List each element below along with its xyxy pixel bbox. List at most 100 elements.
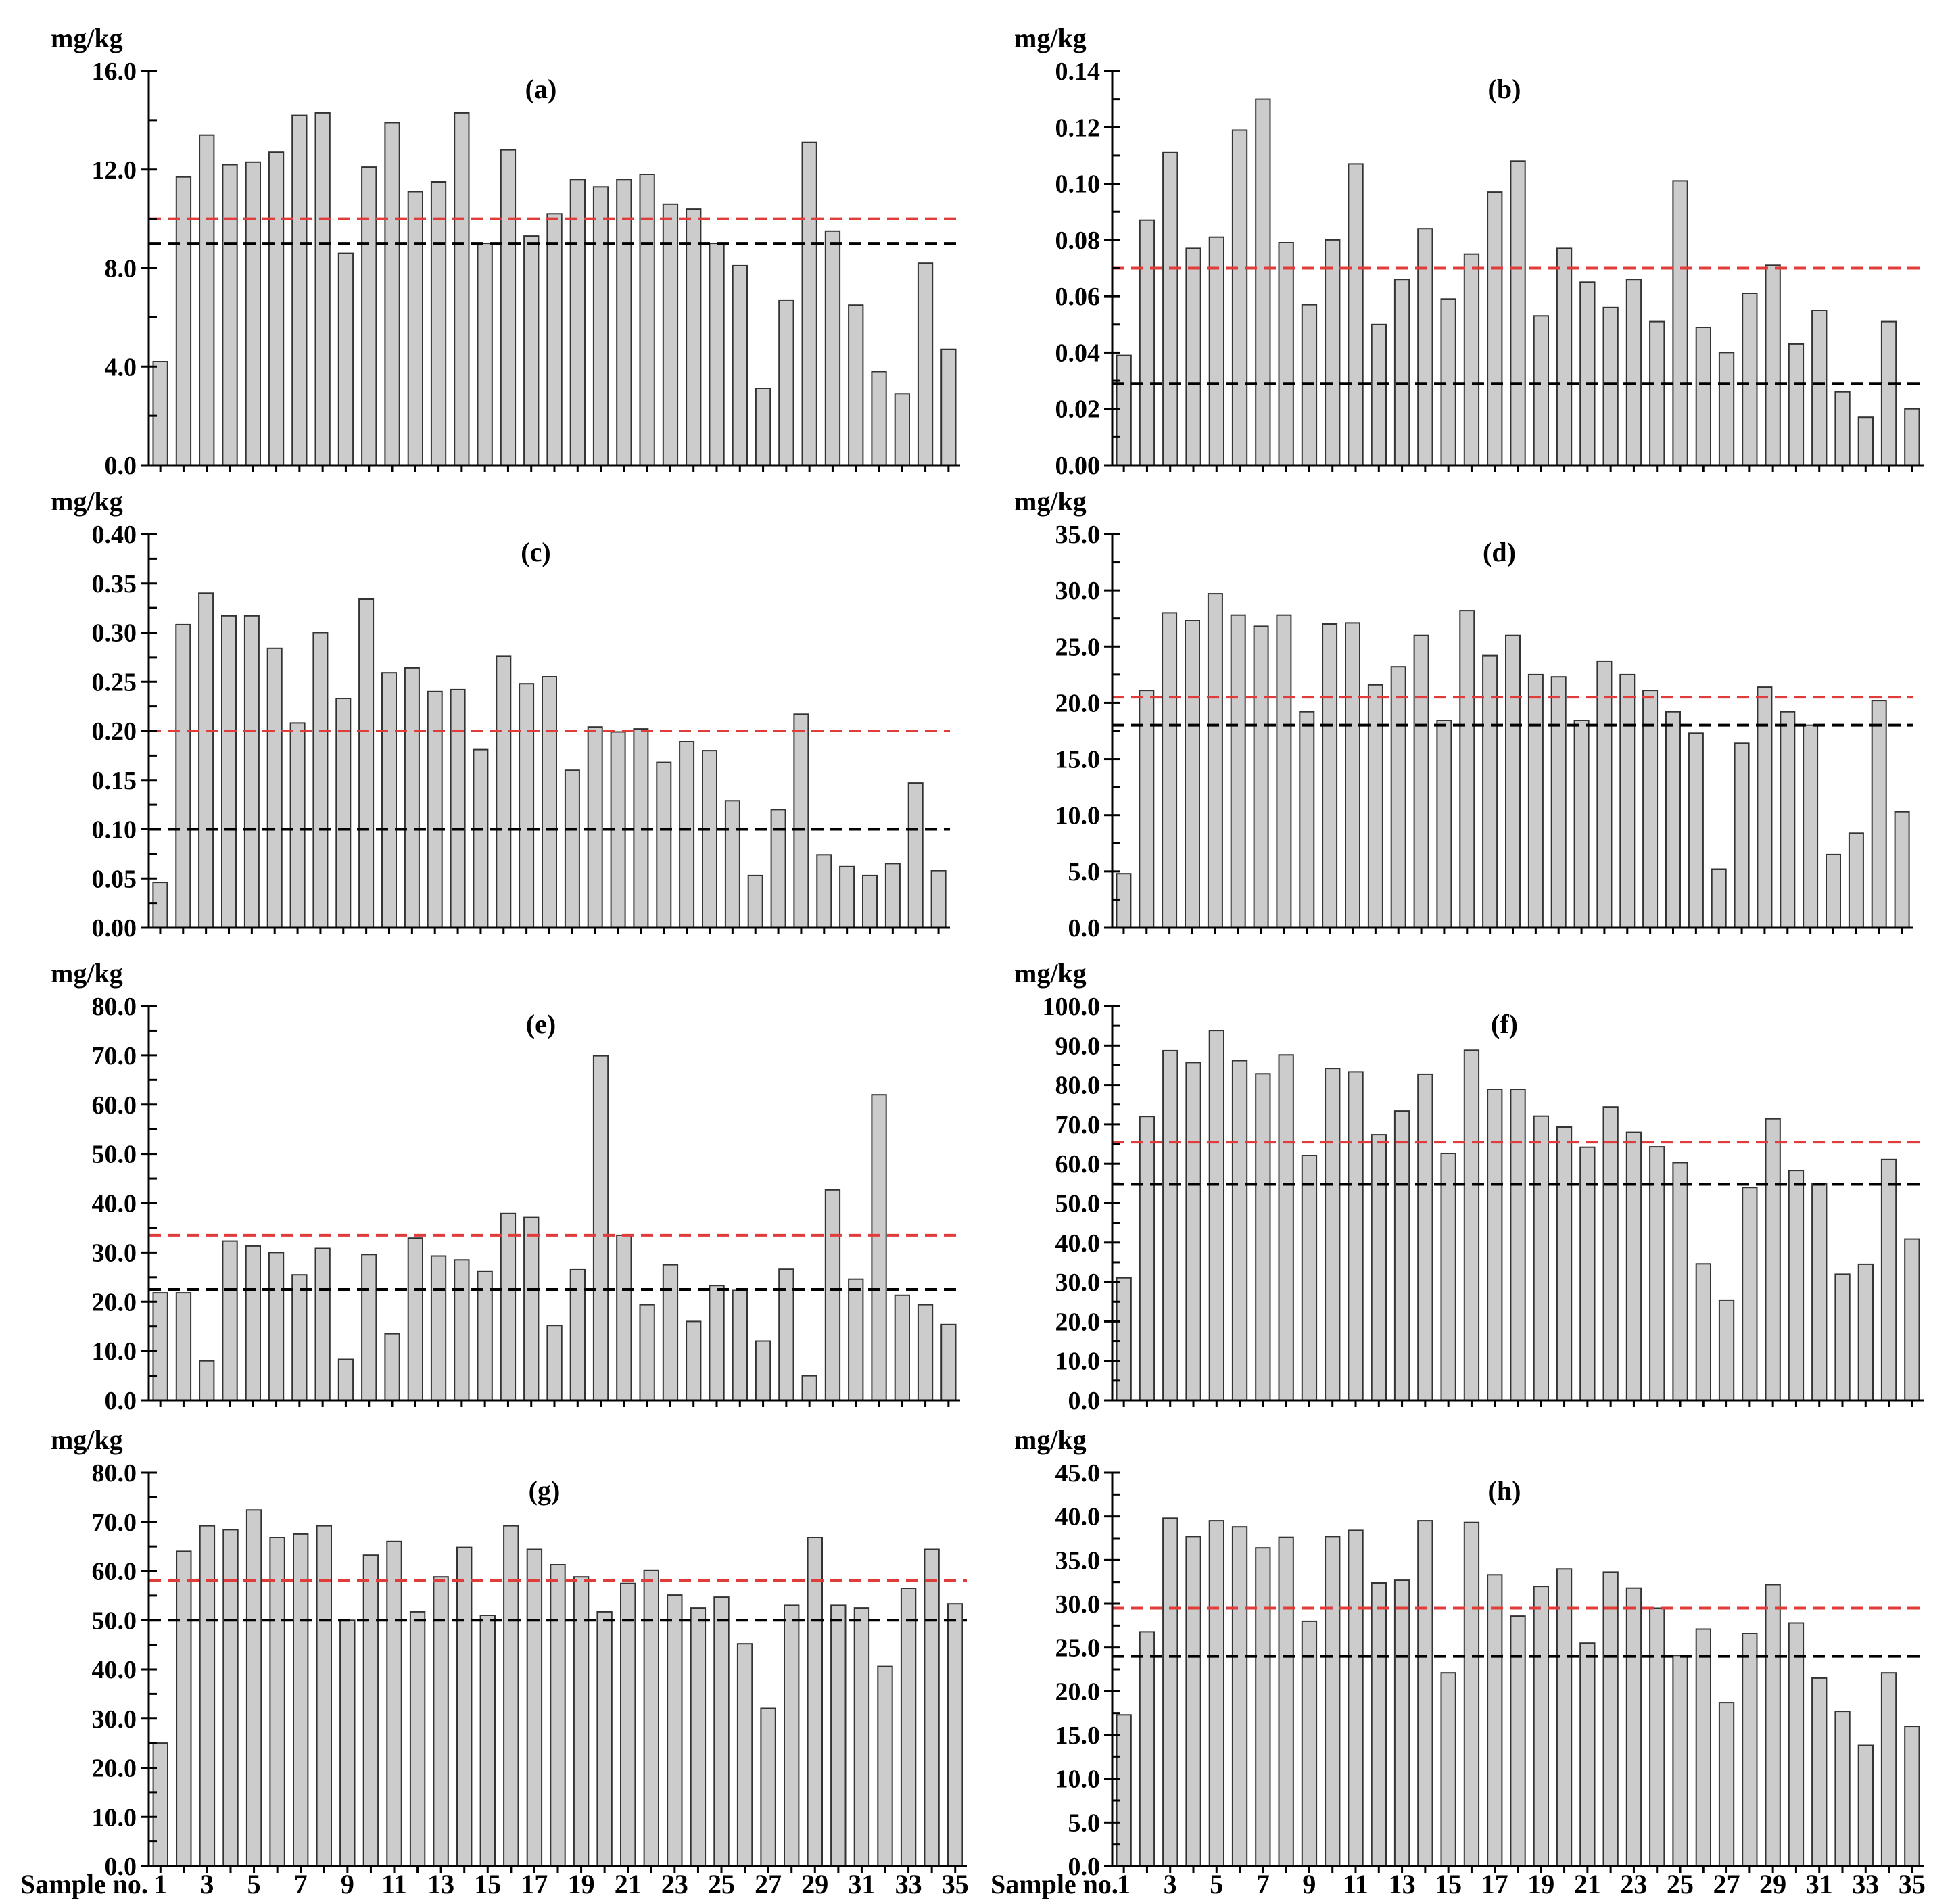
bar-sample-21	[1579, 1642, 1596, 1867]
bar-sample-29	[801, 1375, 817, 1401]
bar-sample-10	[358, 598, 375, 928]
y-tick-label: 80.0	[92, 993, 137, 1021]
bar-sample-11	[381, 672, 397, 928]
unit-label: mg/kg	[1014, 23, 1087, 53]
bar-sample-13	[1393, 1110, 1410, 1401]
bar-sample-23	[1619, 673, 1636, 929]
bar-sample-3	[198, 592, 214, 928]
bar-sample-29	[807, 1537, 823, 1867]
bar-sample-35	[940, 348, 957, 467]
unit-label: mg/kg	[51, 23, 123, 53]
y-tick-label: 45.0	[1055, 1459, 1101, 1488]
bar-sample-24	[686, 208, 702, 466]
bar-sample-21	[1573, 720, 1590, 928]
bar-sample-27	[1718, 1702, 1735, 1867]
bar-sample-11	[386, 1540, 402, 1867]
bar-sample-10	[361, 166, 377, 466]
bar-sample-25	[1665, 711, 1681, 928]
y-tick-label: 60.0	[92, 1558, 137, 1586]
bar-sample-4	[1185, 1062, 1201, 1402]
bar-sample-3	[1162, 612, 1178, 929]
bar-sample-26	[1695, 327, 1711, 466]
bar-sample-1	[152, 882, 168, 928]
bar-sample-32	[877, 1665, 893, 1867]
bar-sample-19	[569, 178, 586, 466]
bar-sample-23	[656, 761, 672, 928]
y-tick-label: 20.0	[92, 1755, 137, 1783]
bar-sample-35	[947, 1603, 963, 1867]
x-tick-label-right: 25	[1667, 1869, 1694, 1899]
bar-sample-17	[523, 1216, 540, 1401]
y-tick-label: 0.0	[105, 452, 137, 480]
bar-sample-22	[639, 1304, 655, 1401]
bar-sample-18	[1510, 1615, 1526, 1867]
bar-sample-3	[199, 1360, 215, 1401]
x-tick-label-left: 23	[661, 1869, 688, 1899]
y-tick-label: 10.0	[92, 1803, 137, 1832]
bar-sample-23	[662, 1264, 679, 1401]
bar-sample-17	[1487, 191, 1503, 466]
x-axis-label-left: Sample no.	[20, 1869, 148, 1899]
bar-sample-25	[709, 243, 725, 466]
bar-sample-12	[407, 1237, 424, 1401]
x-tick-label-right: 5	[1210, 1869, 1223, 1899]
bar-sample-29	[1757, 686, 1773, 928]
y-tick-label: 16.0	[92, 57, 137, 86]
bar-sample-3	[1162, 1517, 1178, 1867]
x-tick-label-right: 15	[1435, 1869, 1462, 1899]
y-tick-label: 10.0	[1055, 1348, 1101, 1376]
bar-sample-8	[316, 1525, 333, 1867]
bar-sample-14	[454, 112, 470, 466]
panel-title: (e)	[526, 1009, 556, 1039]
bar-sample-6	[1231, 129, 1248, 466]
bar-sample-5	[245, 161, 262, 467]
bar-sample-33	[1857, 1744, 1874, 1867]
y-tick-label: 0.02	[1055, 396, 1101, 424]
bar-sample-23	[667, 1594, 683, 1867]
bar-sample-20	[592, 1055, 609, 1401]
x-tick-label-right: 17	[1481, 1869, 1508, 1899]
bar-sample-11	[384, 1333, 400, 1401]
bar-sample-31	[839, 865, 855, 929]
x-tick-label-left: 15	[474, 1869, 501, 1899]
bar-sample-16	[1463, 1049, 1480, 1402]
x-tick-label-left: 31	[848, 1869, 875, 1899]
x-tick-label-right: 23	[1620, 1869, 1647, 1899]
bar-sample-7	[1253, 625, 1269, 929]
x-tick-label-right: 35	[1899, 1869, 1926, 1899]
panel-title: (f)	[1491, 1009, 1518, 1039]
bar-sample-30	[1788, 1170, 1805, 1401]
bar-sample-6	[1230, 614, 1246, 928]
x-tick-label-left: 9	[341, 1869, 354, 1899]
bar-sample-12	[407, 191, 424, 466]
x-tick-label-right: 1	[1117, 1869, 1130, 1899]
bar-sample-34	[917, 262, 934, 466]
x-tick-label-right: 9	[1302, 1869, 1316, 1899]
panel-title: (d)	[1483, 537, 1516, 567]
bar-sample-29	[801, 141, 817, 466]
bar-sample-15	[1440, 298, 1456, 466]
y-tick-label: 10.0	[1055, 1765, 1101, 1794]
bar-sample-1	[152, 361, 168, 466]
bar-sample-5	[245, 1245, 262, 1402]
y-tick-label: 20.0	[1055, 689, 1101, 717]
bar-sample-3	[199, 1525, 216, 1867]
bar-sample-6	[1231, 1526, 1248, 1867]
y-tick-label: 100.0	[1043, 993, 1101, 1021]
bar-sample-8	[314, 1247, 331, 1401]
y-tick-label: 70.0	[92, 1508, 137, 1537]
y-tick-label: 12.0	[92, 156, 137, 185]
y-tick-label: 0.14	[1055, 57, 1101, 86]
bar-sample-20	[587, 726, 603, 928]
x-tick-label-left: 29	[801, 1869, 828, 1899]
y-tick-label: 10.0	[1055, 802, 1101, 830]
bar-sample-9	[1301, 304, 1318, 466]
y-tick-label: 0.10	[92, 816, 137, 844]
bar-sample-2	[175, 176, 192, 466]
chart-panel: 0.0 4.0 8.0 12.0 16.0 mg/kg (a)	[51, 23, 960, 480]
bar-sample-26	[732, 264, 748, 466]
bar-sample-34	[917, 1304, 934, 1401]
y-tick-label: 50.0	[92, 1141, 137, 1169]
bar-sample-9	[1299, 711, 1315, 928]
